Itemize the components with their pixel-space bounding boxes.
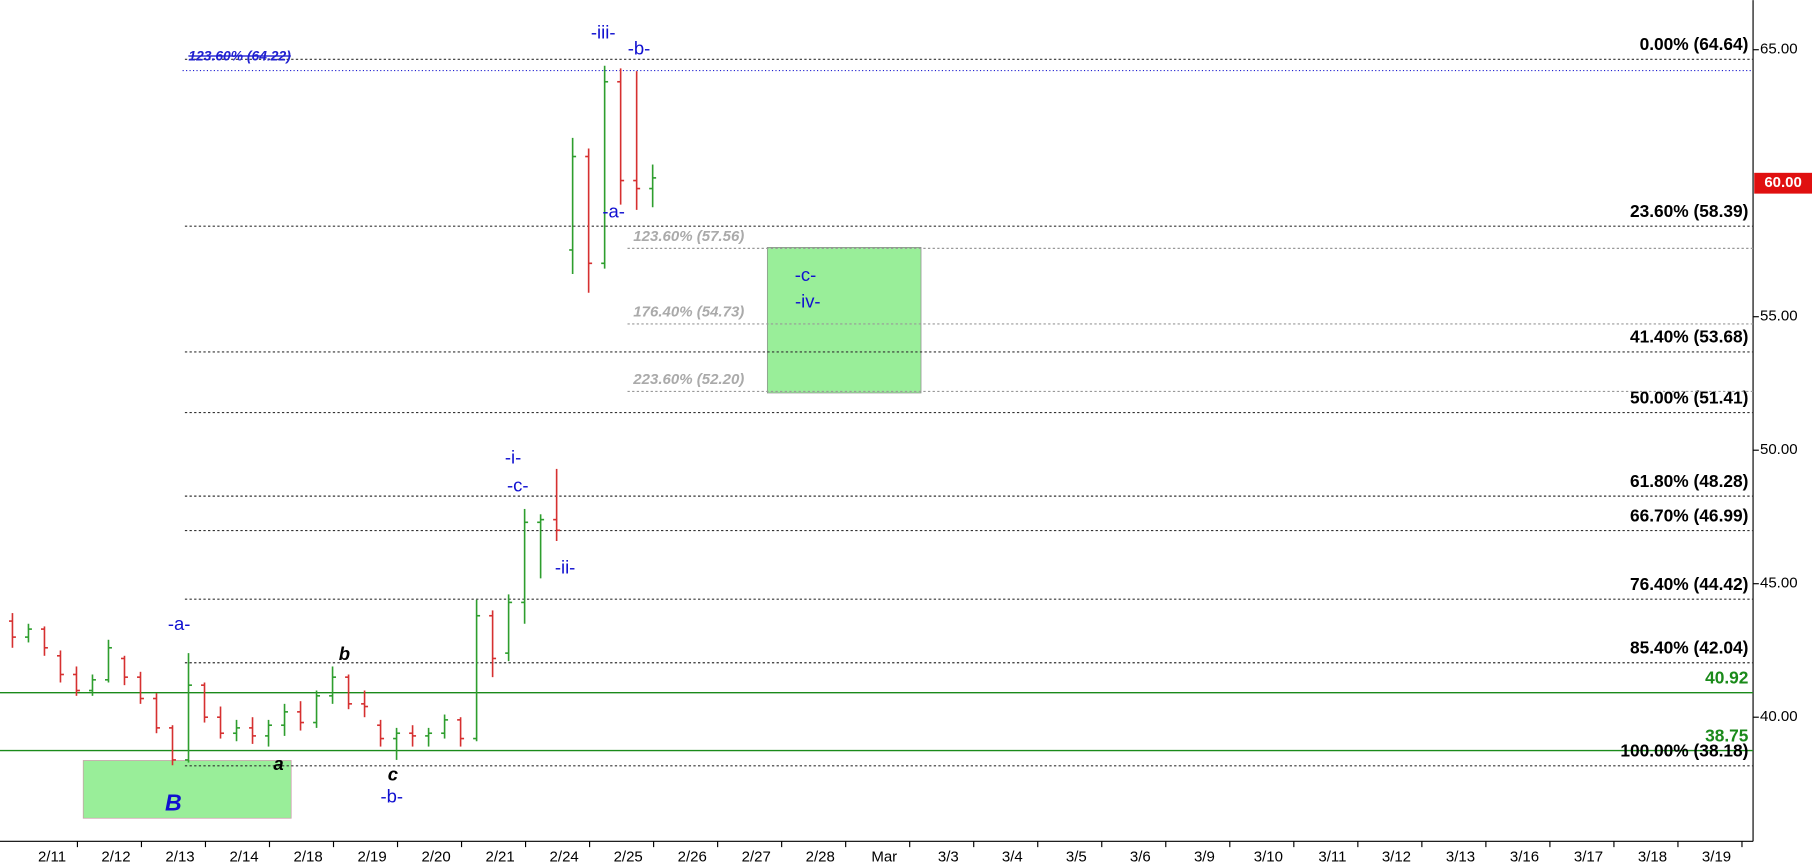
x-tick-label: 3/11 xyxy=(1318,849,1346,866)
wave-label: -ii- xyxy=(555,557,576,578)
support-label: 40.92 xyxy=(1705,667,1748,687)
wave-label: B xyxy=(165,789,182,815)
projection-label: 176.40% (54.73) xyxy=(633,303,744,320)
x-tick-label: 2/28 xyxy=(806,849,835,866)
x-tick-label: 2/13 xyxy=(165,849,194,866)
y-tick-label: 40.00 xyxy=(1760,708,1798,725)
x-tick-label: Mar xyxy=(871,849,897,866)
wave-label: -a- xyxy=(602,201,625,222)
last-price-box xyxy=(1754,172,1812,194)
target-zone xyxy=(766,247,922,394)
x-tick-label: 3/5 xyxy=(1066,849,1087,866)
x-tick-label: 2/21 xyxy=(486,849,515,866)
x-tick-label: 2/24 xyxy=(550,849,579,866)
projection-label: 223.60% (52.20) xyxy=(632,371,744,388)
y-tick-label: 50.00 xyxy=(1760,441,1798,458)
x-tick-label: 2/25 xyxy=(614,849,643,866)
fib-label: 41.40% (53.68) xyxy=(1630,327,1749,347)
x-tick-label: 3/10 xyxy=(1254,849,1283,866)
wave-label: b xyxy=(339,643,350,664)
x-tick-label: 3/6 xyxy=(1130,849,1151,866)
wave-label: -b- xyxy=(380,785,403,806)
fib-label: 61.80% (48.28) xyxy=(1630,471,1749,491)
wave-label: -i- xyxy=(505,447,521,468)
wave-zone xyxy=(82,760,292,819)
x-tick-label: 2/11 xyxy=(38,849,66,866)
target-label: 123.60% (64.22) xyxy=(188,47,291,63)
x-tick-label: 2/26 xyxy=(678,849,707,866)
x-tick-label: 3/16 xyxy=(1510,849,1539,866)
wave-label: -b- xyxy=(628,38,651,59)
x-tick-label: 3/19 xyxy=(1702,849,1731,866)
wave-label: -c- xyxy=(795,264,817,285)
projection-label: 123.60% (57.56) xyxy=(633,228,744,245)
fib-label: 50.00% (51.41) xyxy=(1630,387,1749,407)
x-tick-label: 3/18 xyxy=(1638,849,1667,866)
wave-label: -c- xyxy=(507,474,529,495)
wave-label: -iii- xyxy=(591,21,616,42)
fib-label: 66.70% (46.99) xyxy=(1630,505,1749,525)
y-tick-label: 65.00 xyxy=(1760,41,1798,58)
fib-label: 0.00% (64.64) xyxy=(1640,34,1749,54)
x-tick-label: 3/9 xyxy=(1194,849,1215,866)
x-tick-label: 2/12 xyxy=(101,849,130,866)
wave-label: -iv- xyxy=(795,291,821,312)
y-tick-label: 45.00 xyxy=(1760,575,1798,592)
support-label: 38.75 xyxy=(1705,725,1749,745)
wave-label: c xyxy=(388,763,398,784)
x-tick-label: 2/20 xyxy=(422,849,451,866)
fib-label: 85.40% (42.04) xyxy=(1630,637,1749,657)
wave-label: -a- xyxy=(168,613,191,634)
x-tick-label: 3/12 xyxy=(1382,849,1411,866)
x-tick-label: 2/27 xyxy=(742,849,771,866)
fib-label: 23.60% (58.39) xyxy=(1630,201,1749,221)
last-price-label: 60.00 xyxy=(1764,174,1802,191)
x-tick-label: 2/19 xyxy=(357,849,386,866)
x-tick-label: 3/3 xyxy=(938,849,959,866)
wave-label: a xyxy=(273,753,283,774)
fib-label: 76.40% (44.42) xyxy=(1630,574,1749,594)
x-tick-label: 2/14 xyxy=(229,849,258,866)
x-tick-label: 3/4 xyxy=(1002,849,1023,866)
fib-label: 100.00% (38.18) xyxy=(1620,741,1748,761)
y-tick-label: 55.00 xyxy=(1760,308,1798,325)
x-tick-label: 2/18 xyxy=(293,849,322,866)
x-tick-label: 3/13 xyxy=(1446,849,1475,866)
x-tick-label: 3/17 xyxy=(1574,849,1603,866)
